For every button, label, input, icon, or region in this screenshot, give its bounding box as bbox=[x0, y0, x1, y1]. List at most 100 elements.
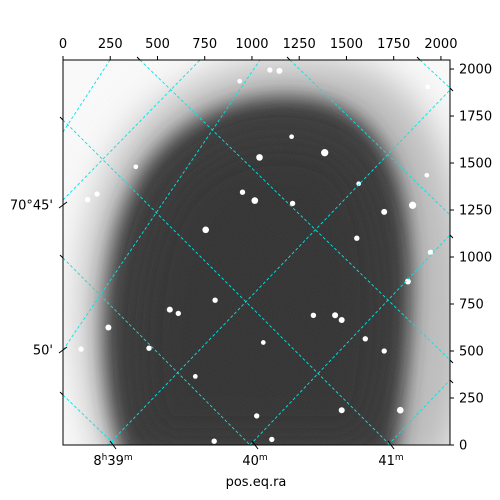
star-31 bbox=[133, 164, 139, 170]
sky-image bbox=[63, 60, 450, 445]
dec-tick-label-0: 70°45' bbox=[10, 199, 53, 214]
y-tick-label-1: 250 bbox=[459, 392, 484, 407]
star-19 bbox=[362, 336, 368, 342]
dec-tick-mark-1 bbox=[58, 346, 68, 354]
grid-edge-mark-8 bbox=[286, 56, 291, 61]
grid-edge-mark-2 bbox=[59, 391, 64, 396]
x-pixel-axis: 0 250 500 750 1000 1250 1500 1750 2000 bbox=[59, 37, 457, 60]
dec-axis: 70°45' 50' bbox=[10, 56, 454, 396]
star-34 bbox=[237, 78, 243, 84]
x-tick-label-0: 0 bbox=[59, 37, 67, 52]
star-23 bbox=[192, 374, 198, 379]
star-16 bbox=[78, 346, 84, 352]
star-7 bbox=[408, 201, 417, 209]
grid-line-0 bbox=[63, 119, 391, 445]
star-30 bbox=[84, 197, 91, 203]
star-38 bbox=[424, 172, 430, 178]
grid-edge-mark-7 bbox=[136, 56, 141, 61]
coordinate-grid bbox=[63, 60, 450, 445]
star-36 bbox=[425, 84, 431, 90]
ra-tick-label-1: 40m bbox=[242, 453, 267, 469]
star-22 bbox=[260, 340, 266, 345]
ra-tick-label-2: 41m bbox=[378, 453, 403, 469]
star-5 bbox=[202, 226, 210, 234]
y-tick-label-4: 1000 bbox=[459, 251, 492, 266]
y-tick-label-6: 1500 bbox=[459, 157, 492, 172]
y-tick-label-7: 1750 bbox=[459, 110, 492, 125]
star-8 bbox=[354, 235, 360, 241]
x-tick-label-5: 1250 bbox=[283, 37, 316, 52]
grid-edge-mark-4 bbox=[449, 234, 454, 239]
ra-tick-label-0: 8h39m bbox=[93, 453, 132, 469]
grid-edge-mark-5 bbox=[449, 359, 454, 364]
ra-tick-mark-0 bbox=[109, 440, 117, 450]
star-12 bbox=[166, 306, 173, 313]
star-0 bbox=[256, 154, 263, 161]
star-6 bbox=[381, 208, 388, 215]
grid-line-11 bbox=[63, 60, 111, 133]
star-18 bbox=[338, 317, 345, 323]
grid-line-6 bbox=[107, 89, 450, 445]
x-tick-label-8: 2000 bbox=[424, 37, 457, 52]
y-tick-label-2: 500 bbox=[459, 345, 484, 360]
x-tick-label-6: 1500 bbox=[330, 37, 363, 52]
y-tick-label-8: 2000 bbox=[459, 63, 492, 78]
star-20 bbox=[310, 312, 317, 318]
grid-line-4 bbox=[63, 257, 251, 445]
grid-edge-mark-1 bbox=[59, 254, 64, 259]
star-24 bbox=[338, 407, 345, 414]
star-10 bbox=[427, 249, 434, 255]
ra-tick-mark-2 bbox=[387, 440, 395, 450]
grid-line-10 bbox=[63, 60, 201, 201]
ra-axis: 8h39m 40m 41m bbox=[93, 440, 404, 469]
star-17 bbox=[332, 312, 339, 319]
grid-edge-mark-9 bbox=[416, 56, 421, 61]
star-26 bbox=[254, 413, 260, 419]
star-1 bbox=[321, 149, 329, 157]
star-33 bbox=[267, 67, 273, 73]
star-14 bbox=[105, 324, 112, 331]
star-15 bbox=[146, 345, 152, 351]
star-37 bbox=[289, 134, 294, 140]
grid-line-5 bbox=[63, 394, 116, 445]
star-35 bbox=[356, 181, 362, 187]
x-tick-label-7: 1750 bbox=[377, 37, 410, 52]
x-tick-label-2: 500 bbox=[145, 37, 170, 52]
grid-edge-mark-0 bbox=[59, 116, 64, 121]
x-tick-label-4: 1000 bbox=[235, 37, 268, 52]
grid-line-9 bbox=[63, 60, 261, 351]
grid-line-7 bbox=[249, 234, 450, 445]
stars bbox=[78, 67, 434, 444]
grid-edge-mark-6 bbox=[449, 379, 454, 384]
star-27 bbox=[269, 436, 275, 443]
star-11 bbox=[212, 297, 218, 303]
grid-line-8 bbox=[387, 379, 450, 445]
dec-tick-label-1: 50' bbox=[33, 344, 53, 359]
dec-tick-mark-0 bbox=[58, 201, 68, 209]
star-13 bbox=[175, 310, 181, 317]
y-tick-label-0: 0 bbox=[459, 439, 467, 454]
star-2 bbox=[251, 197, 259, 204]
star-3 bbox=[239, 189, 246, 195]
x-tick-label-1: 250 bbox=[98, 37, 123, 52]
ra-tick-mark-1 bbox=[251, 440, 259, 450]
plot-frame bbox=[62, 59, 451, 446]
grid-line-1 bbox=[139, 60, 450, 361]
star-25 bbox=[396, 406, 404, 414]
grid-line-2 bbox=[289, 60, 450, 216]
y-tick-label-5: 1250 bbox=[459, 204, 492, 219]
star-4 bbox=[289, 200, 296, 207]
star-32 bbox=[276, 67, 283, 74]
star-21 bbox=[381, 348, 387, 354]
star-28 bbox=[211, 438, 217, 444]
image-noise bbox=[63, 60, 450, 445]
star-9 bbox=[404, 278, 411, 285]
grid-line-3 bbox=[419, 60, 450, 89]
x-axis-title: pos.eq.ra bbox=[226, 475, 287, 490]
grid-edge-mark-3 bbox=[449, 87, 454, 92]
y-pixel-axis: 0 250 500 750 1000 1250 1500 1750 2000 bbox=[450, 63, 492, 454]
star-29 bbox=[94, 191, 100, 197]
y-tick-label-3: 750 bbox=[459, 298, 484, 313]
x-tick-label-3: 750 bbox=[192, 37, 217, 52]
